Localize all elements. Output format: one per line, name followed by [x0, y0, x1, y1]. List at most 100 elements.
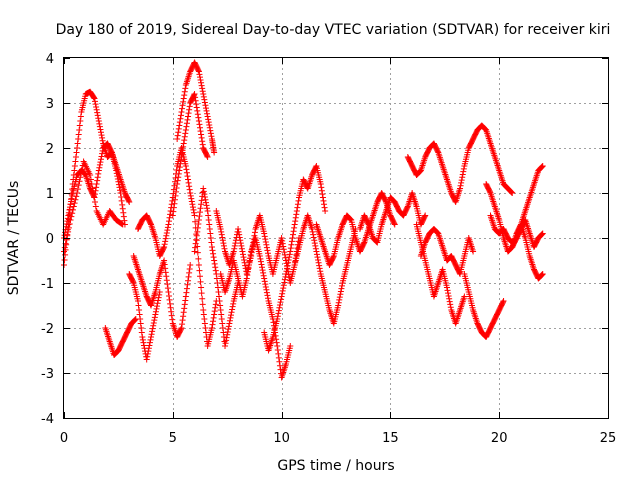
data-point: [208, 244, 215, 250]
data-point: [184, 173, 191, 180]
data-point: [161, 244, 168, 250]
data-point: [216, 293, 223, 300]
data-point: [143, 356, 150, 363]
data-point: [445, 292, 452, 299]
data-point: [209, 247, 216, 254]
data-point: [64, 232, 71, 239]
data-point: [330, 254, 337, 261]
data-point: [61, 232, 68, 239]
data-point: [513, 236, 520, 243]
data-point: [211, 308, 218, 315]
data-point: [63, 236, 70, 243]
data-point: [197, 278, 204, 285]
data-point: [92, 101, 99, 108]
x-tick-label: 10: [273, 431, 290, 446]
data-point: [508, 189, 515, 196]
data-point: [336, 296, 343, 303]
data-point: [309, 226, 316, 232]
data-point: [87, 172, 94, 178]
y-tick-label: -1: [41, 277, 54, 292]
data-point: [92, 199, 99, 205]
data-point: [459, 174, 466, 181]
data-point: [200, 188, 207, 195]
data-point: [75, 131, 82, 138]
data-point: [174, 132, 181, 139]
data-point: [177, 326, 184, 333]
data-point: [186, 103, 193, 110]
data-point: [195, 68, 202, 75]
data-point: [204, 208, 211, 214]
data-point: [78, 170, 85, 177]
x-tick-label: 0: [60, 431, 68, 446]
data-point: [227, 314, 234, 321]
data-point: [186, 269, 193, 276]
data-point: [196, 267, 203, 274]
data-point: [539, 271, 546, 278]
data-point: [274, 313, 281, 320]
series-arc-o: [313, 190, 398, 268]
data-point: [260, 269, 267, 276]
data-point: [130, 278, 137, 285]
series-arc-l: [217, 235, 294, 381]
data-point: [71, 163, 78, 169]
data-point: [68, 195, 75, 202]
data-point: [539, 163, 546, 169]
data-point: [277, 366, 284, 373]
data-point: [337, 291, 344, 298]
data-point: [237, 240, 244, 247]
data-point: [190, 206, 197, 213]
data-point: [278, 296, 285, 303]
data-point: [205, 212, 212, 219]
data-point: [315, 259, 322, 266]
data-point: [244, 268, 251, 275]
data-point: [150, 322, 157, 329]
data-point: [169, 212, 176, 219]
data-point: [152, 308, 159, 315]
data-point: [196, 121, 203, 128]
data-point: [338, 282, 345, 289]
data-point: [264, 292, 271, 299]
data-point: [146, 342, 153, 349]
data-point: [168, 201, 175, 208]
data-point: [311, 237, 318, 244]
data-point: [78, 166, 85, 173]
data-point: [120, 213, 127, 220]
series-arc-u: [483, 181, 546, 282]
data-point: [164, 224, 171, 231]
data-point: [214, 284, 221, 291]
data-point: [97, 156, 104, 163]
y-tick-label: -4: [41, 412, 54, 427]
data-point: [225, 326, 232, 333]
data-point: [75, 136, 82, 142]
data-point: [93, 106, 100, 113]
x-tick-label: 15: [382, 431, 399, 446]
data-point: [261, 275, 268, 282]
data-point: [200, 311, 207, 318]
data-point: [170, 204, 177, 211]
data-point: [119, 221, 126, 228]
data-point: [275, 350, 282, 357]
data-point: [179, 321, 186, 328]
data-point: [263, 289, 270, 296]
data-point: [192, 240, 199, 247]
data-point: [163, 232, 170, 239]
data-point: [290, 231, 297, 238]
data-point: [319, 191, 326, 198]
data-point: [162, 235, 169, 242]
data-point: [183, 289, 190, 296]
data-point: [199, 295, 206, 302]
data-point: [288, 238, 295, 245]
data-point: [186, 186, 193, 193]
data-point: [285, 256, 292, 263]
data-point: [161, 241, 168, 248]
data-point: [99, 134, 106, 141]
data-point: [88, 181, 95, 187]
data-point: [444, 287, 451, 294]
data-point: [67, 201, 74, 208]
data-point: [282, 254, 289, 261]
data-point: [65, 224, 72, 231]
data-point: [202, 199, 209, 206]
data-point: [229, 303, 236, 310]
data-point: [138, 329, 145, 336]
data-point: [204, 154, 211, 160]
